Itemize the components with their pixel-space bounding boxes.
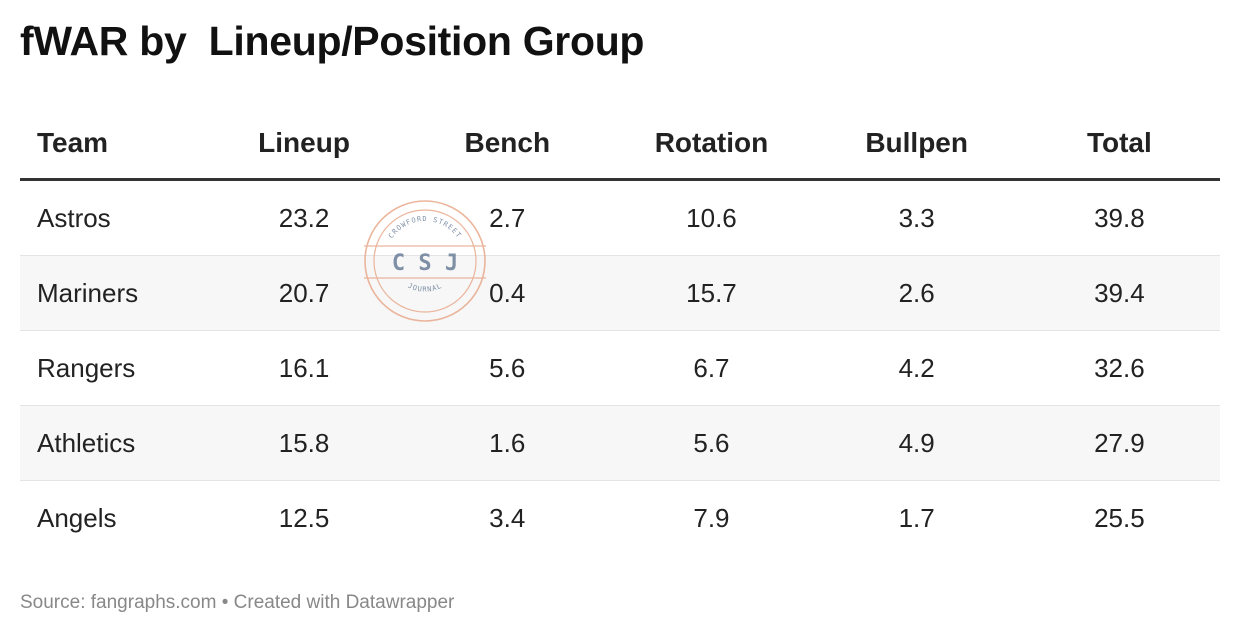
column-header-team[interactable]: Team <box>37 127 109 158</box>
lineup-cell: 20.7 <box>278 277 330 308</box>
rotation-cell: 10.6 <box>686 202 737 233</box>
total-cell: 25.5 <box>1094 502 1145 533</box>
column-header-rotation[interactable]: Rotation <box>654 127 769 158</box>
source-footer: Source: fangraphs.com • Created with Dat… <box>20 592 455 613</box>
total-cell: 39.4 <box>1094 277 1145 308</box>
bench-cell: 3.4 <box>489 502 526 533</box>
stamp-center-text: C S J <box>392 251 458 276</box>
stamp-top-text: CROWFORD STREET <box>387 215 463 240</box>
bullpen-cell: 3.3 <box>898 202 935 233</box>
bullpen-cell: 4.2 <box>898 352 935 383</box>
table-row: Rangers 16.1 5.6 6.7 4.2 32.6 <box>20 331 1220 406</box>
team-cell: Angels <box>37 502 117 533</box>
bench-cell: 2.7 <box>489 202 526 233</box>
total-cell: 27.9 <box>1094 427 1145 458</box>
table-row: Angels 12.5 3.4 7.9 1.7 25.5 <box>20 481 1220 555</box>
bench-cell: 1.6 <box>489 427 526 458</box>
rotation-cell: 15.7 <box>686 277 737 308</box>
stamp-outer-ring <box>364 200 486 322</box>
rotation-cell: 7.9 <box>693 502 730 533</box>
bullpen-cell: 1.7 <box>898 502 935 533</box>
stamp-inner-ring <box>373 209 477 313</box>
data-table: Team Lineup Bench Rotation Bullpen Total… <box>20 108 1220 555</box>
column-header-lineup[interactable]: Lineup <box>258 127 350 158</box>
table-header-row: Team Lineup Bench Rotation Bullpen Total <box>20 108 1220 181</box>
lineup-cell: 12.5 <box>278 502 330 533</box>
team-cell: Astros <box>37 202 111 233</box>
csj-watermark-logo: CROWFORD STREET C S J JOURNAL <box>364 200 486 322</box>
total-cell: 32.6 <box>1094 352 1145 383</box>
column-header-total[interactable]: Total <box>1086 127 1152 158</box>
rotation-cell: 6.7 <box>693 352 730 383</box>
lineup-cell: 15.8 <box>278 427 330 458</box>
table-row: Astros 23.2 2.7 10.6 3.3 39.8 <box>20 181 1220 256</box>
lineup-cell: 16.1 <box>278 352 330 383</box>
column-header-bench[interactable]: Bench <box>464 127 551 158</box>
team-cell: Athletics <box>37 427 136 458</box>
chart-title: fWAR by Lineup/Position Group <box>20 18 645 64</box>
stamp-bottom-text: JOURNAL <box>407 282 444 294</box>
rotation-cell: 5.6 <box>693 427 730 458</box>
column-header-bullpen[interactable]: Bullpen <box>865 127 968 158</box>
lineup-cell: 23.2 <box>278 202 330 233</box>
bench-cell: 5.6 <box>489 352 526 383</box>
table-row: Athletics 15.8 1.6 5.6 4.9 27.9 <box>20 406 1220 481</box>
team-cell: Rangers <box>37 352 136 383</box>
table-row: Mariners 20.7 0.4 15.7 2.6 39.4 <box>20 256 1220 331</box>
bench-cell: 0.4 <box>489 277 526 308</box>
bullpen-cell: 2.6 <box>898 277 935 308</box>
total-cell: 39.8 <box>1094 202 1145 233</box>
team-cell: Mariners <box>37 277 139 308</box>
bullpen-cell: 4.9 <box>898 427 935 458</box>
